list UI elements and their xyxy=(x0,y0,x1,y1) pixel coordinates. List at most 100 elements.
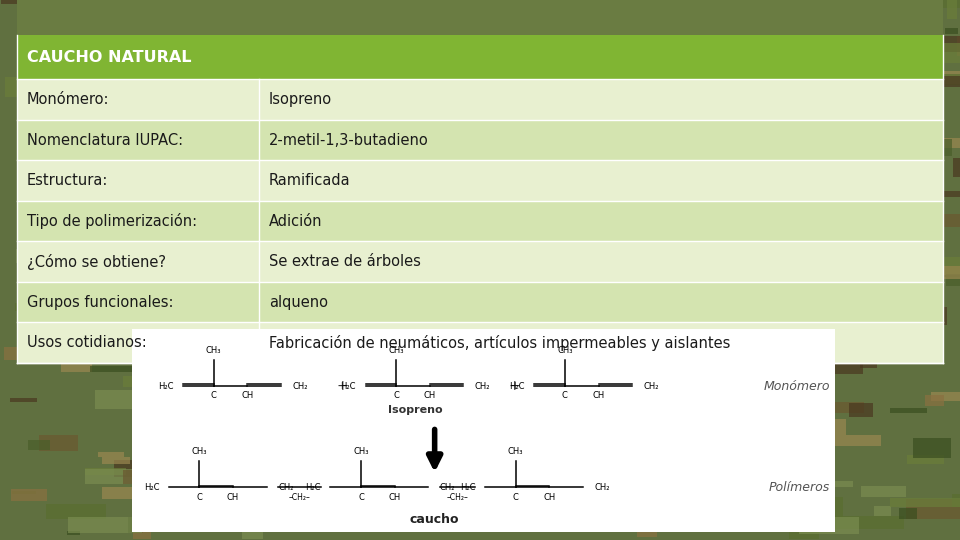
Bar xyxy=(781,150,802,170)
Bar xyxy=(358,383,411,394)
Bar xyxy=(466,159,493,166)
Bar xyxy=(803,402,864,413)
Bar xyxy=(361,237,396,243)
Bar xyxy=(402,329,446,333)
Bar xyxy=(864,189,897,198)
Bar xyxy=(132,329,835,532)
Bar xyxy=(848,127,922,136)
Bar xyxy=(92,190,132,203)
Bar xyxy=(87,61,115,66)
Bar xyxy=(550,191,590,199)
Bar xyxy=(49,263,99,272)
Bar xyxy=(550,453,614,470)
Bar xyxy=(109,265,180,278)
Bar xyxy=(332,341,392,353)
Bar xyxy=(544,131,613,141)
Bar xyxy=(264,216,300,237)
Bar xyxy=(233,174,298,188)
Bar xyxy=(261,217,295,221)
Bar xyxy=(114,460,167,476)
Bar xyxy=(430,0,452,3)
Bar xyxy=(313,200,351,221)
Text: CH₂: CH₂ xyxy=(594,483,610,492)
Bar xyxy=(439,403,476,422)
Bar xyxy=(78,305,133,309)
Text: 2-metil-1,3-butadieno: 2-metil-1,3-butadieno xyxy=(269,133,428,147)
Bar xyxy=(714,66,754,69)
Bar xyxy=(159,191,204,207)
Bar xyxy=(902,195,934,201)
Bar xyxy=(483,222,525,228)
Bar xyxy=(120,314,173,332)
Text: H₂C: H₂C xyxy=(305,483,321,492)
Bar xyxy=(494,0,535,13)
Bar xyxy=(668,493,713,514)
Bar xyxy=(728,179,789,195)
Text: C: C xyxy=(358,492,364,502)
Bar xyxy=(124,357,155,362)
Bar xyxy=(61,355,92,372)
Bar xyxy=(680,510,755,529)
Bar xyxy=(501,110,525,124)
Bar xyxy=(574,36,589,42)
Bar xyxy=(261,525,332,530)
Bar xyxy=(529,483,565,493)
Text: H₂C: H₂C xyxy=(144,483,159,492)
Bar xyxy=(890,408,926,413)
Bar xyxy=(516,281,564,292)
Text: C: C xyxy=(562,392,567,400)
Bar xyxy=(670,91,710,110)
Bar xyxy=(792,168,810,180)
Bar xyxy=(625,35,692,46)
Bar xyxy=(912,138,960,148)
Bar xyxy=(781,193,811,208)
Bar xyxy=(882,98,893,113)
Bar xyxy=(931,73,960,85)
Bar xyxy=(708,488,758,495)
Bar xyxy=(578,410,642,419)
Bar xyxy=(834,322,864,337)
Bar xyxy=(371,278,396,297)
Bar xyxy=(890,498,960,508)
Text: H₂C: H₂C xyxy=(341,382,356,390)
Bar xyxy=(67,530,81,535)
Bar xyxy=(798,353,863,374)
Bar xyxy=(84,233,132,250)
Bar xyxy=(731,225,792,237)
Bar xyxy=(466,195,499,206)
Bar xyxy=(860,361,877,368)
Bar xyxy=(429,245,455,252)
Bar xyxy=(806,118,831,123)
Bar xyxy=(36,281,83,285)
Bar xyxy=(156,52,205,55)
Bar xyxy=(552,267,583,281)
Bar xyxy=(687,195,753,217)
Bar xyxy=(286,215,342,235)
Bar xyxy=(587,379,635,384)
Bar xyxy=(341,114,388,117)
Bar xyxy=(409,279,430,296)
Bar xyxy=(103,488,161,500)
Bar xyxy=(305,55,382,72)
Bar xyxy=(238,225,259,228)
Bar xyxy=(403,397,454,402)
Bar xyxy=(683,474,721,480)
Bar xyxy=(376,19,396,24)
Bar xyxy=(1,0,52,4)
Bar xyxy=(636,359,681,372)
Bar xyxy=(280,147,348,165)
Bar xyxy=(653,131,679,140)
Bar xyxy=(182,502,218,512)
Bar xyxy=(822,303,891,321)
Bar xyxy=(26,210,98,224)
Bar xyxy=(454,436,493,447)
Bar xyxy=(478,491,515,504)
Bar xyxy=(111,79,147,99)
Bar xyxy=(669,152,703,161)
Bar xyxy=(181,52,256,64)
Text: CH₃: CH₃ xyxy=(353,447,369,456)
Bar xyxy=(123,470,181,484)
Bar xyxy=(599,487,659,492)
Bar xyxy=(308,143,368,149)
Bar xyxy=(946,274,960,286)
